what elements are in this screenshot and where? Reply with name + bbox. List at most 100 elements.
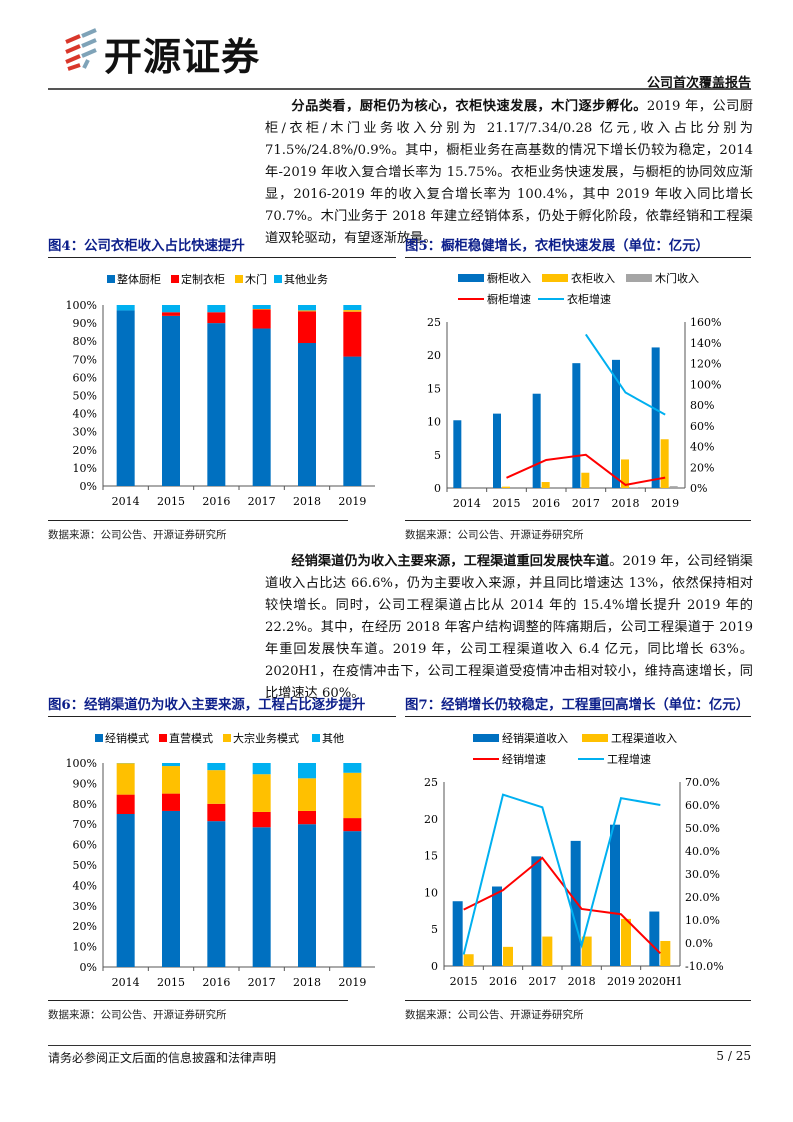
legend-label: 其他 [322, 732, 344, 745]
y-tick-label: 0% [80, 480, 97, 493]
y-tick-label: 100% [66, 757, 97, 770]
series-line [462, 793, 661, 955]
bar-segment [298, 824, 316, 967]
bar [581, 936, 592, 966]
bar-segment [252, 811, 271, 828]
x-tick-label: 2017 [248, 495, 276, 508]
y-tick-label: 70% [73, 353, 97, 366]
bar-segment [252, 305, 271, 309]
bar [531, 856, 542, 966]
bar [502, 486, 510, 488]
y-tick-label: 25 [424, 776, 438, 789]
y-tick-label: 80% [73, 798, 97, 811]
legend-swatch [473, 734, 499, 742]
y-tick-label: 60% [73, 839, 97, 852]
bar-segment [298, 343, 316, 486]
header-divider [48, 88, 751, 90]
figure-5-title: 图5：橱柜稳健增长，衣柜快速发展（单位：亿元） [405, 234, 751, 258]
y-tick-label: 5 [434, 449, 441, 462]
paragraph-lead: 分品类看，厨柜仍为核心，衣柜快速发展，木门逐步孵化。 [291, 99, 647, 114]
bar-segment [207, 323, 226, 486]
bar [453, 420, 462, 488]
bar [542, 936, 553, 966]
bar-segment [162, 315, 180, 486]
legend-swatch [107, 275, 115, 283]
y-tick-label: 5 [431, 923, 438, 936]
legend-swatch [626, 274, 652, 282]
y-tick-label: 10 [427, 416, 441, 429]
bar-segment [298, 305, 316, 311]
logo-mark-icon [62, 28, 102, 72]
y2-tick-label: 0.0% [685, 937, 713, 950]
y-tick-label: 80% [73, 335, 97, 348]
figure-6-chart: 0% 10% 20% 30% 40% 50% 60% 70% 80% 90% 100% 2014 201… [66, 731, 375, 987]
page-number: 5 / 25 [716, 1049, 751, 1063]
y2-tick-label: 50.0% [685, 822, 720, 835]
bar-segment [207, 763, 226, 771]
footer-divider [48, 1045, 751, 1046]
bar-segment [116, 310, 135, 486]
x-tick-label: 2019 [338, 495, 366, 508]
x-tick-label: 2017 [572, 497, 600, 510]
x-tick-label: 2016 [202, 976, 230, 987]
y-tick-label: 20% [73, 444, 97, 457]
legend-label: 工程增速 [607, 752, 651, 766]
legend-swatch [542, 274, 568, 282]
y-tick-label: 40% [73, 408, 97, 421]
bar-segment [343, 311, 362, 357]
legend-swatch [159, 734, 167, 742]
bar-segment [252, 308, 271, 310]
y-tick-label: 10 [424, 886, 438, 899]
y2-tick-label: 100% [690, 378, 721, 391]
x-tick-label: 2014 [453, 497, 481, 510]
y2-tick-label: 120% [690, 358, 721, 371]
bar [621, 918, 631, 966]
logo-text: 开源证券 [104, 35, 261, 79]
y-tick-label: 50% [73, 390, 97, 403]
bar-segment [162, 766, 180, 794]
x-tick-label: 2018 [612, 497, 640, 510]
y-tick-label: 20% [73, 920, 97, 933]
bar-segment [298, 763, 316, 779]
bar [570, 840, 581, 966]
figure-5-chart: 0 5 10 15 20 25 0% 20% 40% 60% 80% 100% 120% 140% 160%… [427, 271, 721, 510]
y2-tick-label: 40.0% [685, 845, 720, 858]
y-tick-label: 60% [73, 371, 97, 384]
y-tick-label: 15 [424, 850, 438, 863]
bar [669, 486, 678, 488]
y2-tick-label: 80% [690, 399, 714, 412]
bar-segment [252, 763, 271, 775]
bar-segment [343, 818, 362, 832]
paragraph-channels: 经销渠道仍为收入主要来源，工程渠道重回发展快车道。2019 年，公司经销渠道收入… [265, 551, 753, 705]
bar [463, 954, 474, 966]
figure-4-source: 数据来源：公司公告、开源证券研究所 [48, 520, 348, 542]
y-tick-label: 20 [427, 349, 441, 362]
x-tick-label: 2018 [293, 495, 321, 508]
legend-swatch [582, 734, 608, 742]
figure-5-source: 数据来源：公司公告、开源证券研究所 [405, 520, 751, 542]
y-tick-label: 70% [73, 818, 97, 831]
y2-tick-label: 0% [690, 482, 707, 495]
figure-7-source: 数据来源：公司公告、开源证券研究所 [405, 1000, 751, 1022]
legend-label: 直营模式 [169, 731, 213, 745]
y2-tick-label: 10.0% [685, 914, 720, 927]
legend-label: 橱柜增速 [487, 292, 531, 306]
legend-swatch [458, 274, 484, 282]
x-tick-label: 2015 [450, 975, 478, 987]
legend-label: 定制衣柜 [181, 272, 225, 286]
bar-segment [207, 821, 226, 967]
bar-segment [343, 305, 362, 311]
legend-swatch [95, 734, 103, 742]
y2-tick-label: 30.0% [685, 868, 720, 881]
footer-disclaimer: 请务必参阅正文后面的信息披露和法律声明 [48, 1051, 277, 1065]
bar-segment [252, 328, 271, 486]
bar [621, 459, 629, 488]
bar [610, 824, 620, 966]
bar-segment [343, 831, 362, 967]
bar [660, 940, 671, 966]
paragraph-body: 2019 年，公司厨柜/衣柜/木门业务收入分别为 21.17/7.34/0.28… [265, 99, 753, 246]
figure-6-title: 图6：经销渠道仍为收入主要来源，工程占比逐步提升 [48, 693, 396, 717]
legend-label: 木门 [245, 272, 267, 286]
bar-segment [162, 305, 180, 313]
bar [660, 439, 669, 488]
